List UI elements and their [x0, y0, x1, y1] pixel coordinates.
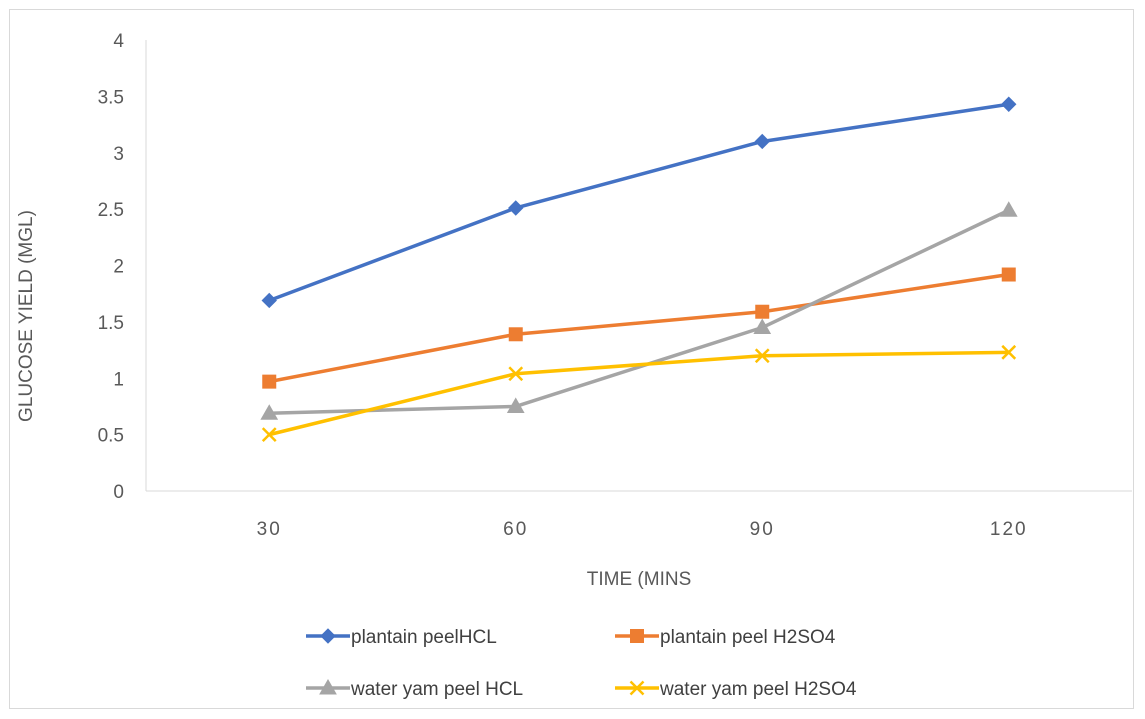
legend-label: plantain peel H2SO4	[660, 627, 836, 648]
y-tick-label: 0.5	[98, 426, 124, 447]
legend-item: plantain peelHCL	[306, 627, 497, 648]
x-tick-label: 30	[257, 519, 282, 540]
x-marker-stroke	[629, 680, 645, 696]
legend-marker	[320, 628, 336, 644]
y-tick-label: 3	[113, 144, 124, 165]
x-marker-stroke	[1001, 344, 1017, 360]
series-line-1	[267, 102, 1011, 303]
y-tick-label: 1	[113, 369, 124, 390]
data-point-series-3	[999, 201, 1018, 217]
data-point-series-2	[262, 374, 277, 389]
series-line-2	[267, 272, 1011, 384]
chart-area	[9, 9, 1134, 709]
data-point-series-4	[261, 427, 277, 443]
data-point-series-1	[754, 133, 770, 150]
legend-item: plantain peel H2SO4	[615, 627, 836, 648]
y-tick-label: 4	[113, 31, 124, 52]
y-tick-label: 1.5	[98, 313, 124, 334]
legend-label: water yam peel H2SO4	[659, 679, 857, 700]
data-point-series-1	[508, 200, 524, 216]
x-tick-label: 60	[503, 519, 528, 540]
legend-marker	[319, 678, 337, 695]
data-point-series-2	[1001, 267, 1016, 282]
y-tick-label: 2	[113, 257, 124, 278]
x-marker-stroke	[261, 427, 277, 443]
y-tick-label: 3.5	[98, 87, 124, 108]
legend-item: water yam peel HCL	[306, 678, 523, 700]
legend-label: water yam peel HCL	[350, 679, 523, 700]
legend-marker	[629, 680, 645, 696]
data-point-series-4	[754, 348, 770, 364]
y-tick-label: 2.5	[98, 200, 124, 221]
data-point-series-3	[260, 404, 279, 420]
data-point-series-1	[261, 292, 277, 309]
data-point-series-3	[506, 397, 525, 413]
data-point-series-4	[508, 366, 524, 382]
data-point-series-3	[753, 318, 772, 335]
x-marker-stroke	[754, 348, 770, 364]
data-point-series-4	[1001, 344, 1017, 360]
series-line-3	[267, 208, 1011, 415]
legend-marker	[630, 629, 644, 643]
y-axis-title: GLUCOSE YIELD (MGL)	[16, 210, 37, 422]
y-tick-label: 0	[113, 482, 124, 503]
data-point-series-2	[508, 327, 523, 342]
x-tick-label: 90	[750, 519, 775, 540]
data-point-series-2	[755, 304, 770, 319]
legend-label: plantain peelHCL	[351, 627, 497, 648]
x-tick-label: 120	[990, 519, 1028, 540]
legend-item: water yam peel H2SO4	[615, 679, 857, 700]
data-point-series-1	[1001, 96, 1017, 112]
x-axis-title: TIME (MINS	[587, 569, 692, 590]
x-marker-stroke	[508, 366, 524, 382]
series-line-4	[267, 350, 1011, 437]
